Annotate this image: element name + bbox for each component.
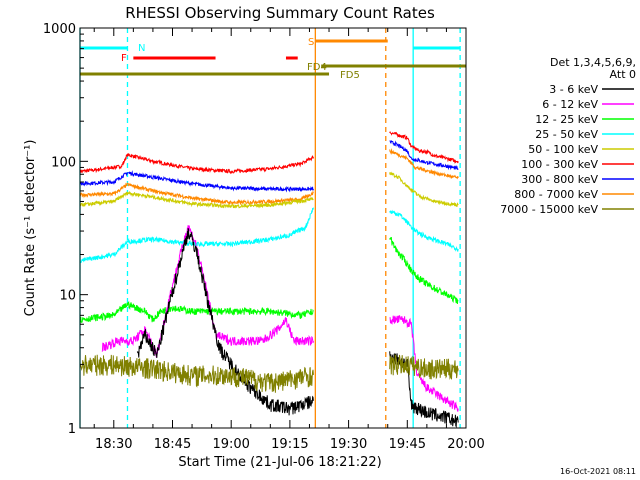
series-segment xyxy=(79,182,314,206)
x-tick-label: 19:00 xyxy=(212,437,249,452)
series-segment xyxy=(389,171,459,208)
legend-entry-label: 800 - 7000 keV xyxy=(514,188,598,201)
series-segment xyxy=(389,148,459,180)
series-3to6keV-line xyxy=(136,228,459,429)
y-axis: 1 10 100 1000 xyxy=(43,22,88,437)
flag-fd4-label: FD4 xyxy=(307,62,327,73)
series-segment xyxy=(389,130,459,164)
legend-entry-label: 100 - 300 keV xyxy=(521,158,598,171)
series-300to800keV-line xyxy=(79,140,459,193)
series-segment xyxy=(79,301,314,324)
legend: Det 1,3,4,5,6,9,Att 0 3 - 6 keV 6 - 12 keV… xyxy=(500,56,636,216)
y-tick-label: 100 xyxy=(51,155,76,170)
series-segment xyxy=(79,354,314,393)
series-segment xyxy=(389,237,459,304)
series-12to25keV-line xyxy=(79,237,459,324)
legend-entry-label: 12 - 25 keV xyxy=(535,113,598,126)
x-tick-label: 19:45 xyxy=(389,437,426,452)
series-segment xyxy=(136,228,314,416)
flag-f-label: F xyxy=(121,53,127,64)
series-segment xyxy=(79,190,314,209)
flag-s-label: S xyxy=(308,37,314,48)
series-6to12keV-line xyxy=(101,225,459,412)
series-segment xyxy=(79,170,314,193)
flag-n-label: N xyxy=(138,43,145,54)
series-segment xyxy=(389,314,459,412)
series-layer xyxy=(79,130,459,429)
series-segment xyxy=(79,207,314,264)
flag-fd5-label: FD5 xyxy=(340,70,360,81)
series-100to300keV-line xyxy=(79,130,459,175)
y-tick-label: 1 xyxy=(68,422,76,437)
legend-entry-label: 6 - 12 keV xyxy=(542,98,598,111)
x-axis-label: Start Time (21-Jul-06 18:21:22) xyxy=(178,455,381,470)
series-25to50keV-line xyxy=(79,207,459,264)
series-7000to15000keV-line xyxy=(79,353,459,393)
series-segment xyxy=(79,153,314,175)
x-axis: 18:30 18:45 19:00 19:15 19:30 19:45 20:00 xyxy=(93,28,485,452)
flags-layer: NF S FD4 FD5 xyxy=(80,37,466,81)
plot-frame xyxy=(79,27,467,429)
legend-entry-label: 25 - 50 keV xyxy=(535,128,598,141)
x-tick-label: 18:30 xyxy=(95,437,132,452)
series-segment xyxy=(389,209,459,252)
x-tick-label: 20:00 xyxy=(447,437,484,452)
legend-entry-label: 3 - 6 keV xyxy=(549,83,598,96)
legend-header-attenuator: Att 0 xyxy=(610,68,636,81)
chart-title: RHESSI Observing Summary Count Rates xyxy=(125,4,435,22)
y-axis-label: Count Rate (s⁻¹ detector⁻¹) xyxy=(23,140,38,317)
y-tick-label: 10 xyxy=(59,289,76,304)
x-tick-label: 18:45 xyxy=(154,437,191,452)
series-800to7000keV-line xyxy=(79,148,459,206)
series-segment xyxy=(389,353,459,380)
x-tick-label: 19:15 xyxy=(271,437,308,452)
series-segment xyxy=(101,225,314,358)
legend-entry-label: 300 - 800 keV xyxy=(521,173,598,186)
y-tick-label: 1000 xyxy=(43,22,76,37)
timestamp: 16-Oct-2021 08:11 xyxy=(560,467,636,476)
series-segment xyxy=(389,140,459,171)
x-tick-label: 19:30 xyxy=(330,437,367,452)
legend-entry-label: 50 - 100 keV xyxy=(528,143,598,156)
series-50to100keV-line xyxy=(79,171,459,209)
legend-header-detectors: Det 1,3,4,5,6,9, xyxy=(550,56,636,69)
legend-entry-label: 7000 - 15000 keV xyxy=(500,203,598,216)
